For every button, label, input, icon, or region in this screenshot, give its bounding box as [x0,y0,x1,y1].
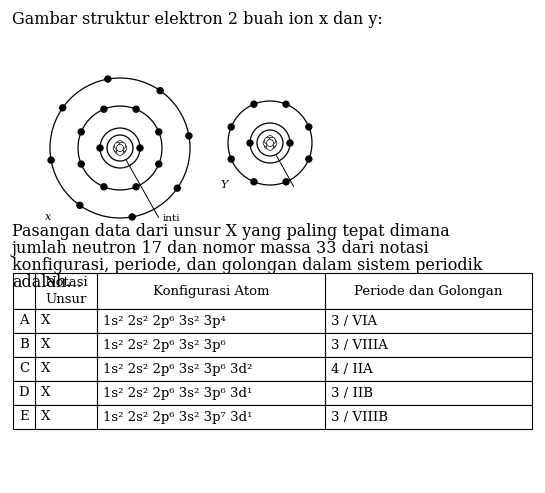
Text: 1s² 2s² 2p⁶ 3s² 3p⁴: 1s² 2s² 2p⁶ 3s² 3p⁴ [103,315,226,327]
Circle shape [105,76,111,82]
Circle shape [257,130,283,156]
Text: B: B [19,339,29,352]
Circle shape [264,141,271,149]
Text: E: E [19,411,29,423]
Text: Notasi
Unsur: Notasi Unsur [44,276,88,306]
Text: 1s² 2s² 2p⁶ 3s² 3p⁶ 3d²: 1s² 2s² 2p⁶ 3s² 3p⁶ 3d² [103,362,252,376]
Circle shape [78,161,84,167]
Text: X: X [41,339,50,352]
Circle shape [113,144,120,151]
Bar [13,357,532,381]
Text: 1s² 2s² 2p⁶ 3s² 3p⁶ 3d¹: 1s² 2s² 2p⁶ 3s² 3p⁶ 3d¹ [103,387,252,399]
Circle shape [264,137,271,144]
Circle shape [117,148,124,155]
Circle shape [137,145,143,151]
Text: Pasangan data dari unsur X yang paling tepat dimana: Pasangan data dari unsur X yang paling t… [12,223,450,240]
Text: Konfigurasi Atom: Konfigurasi Atom [153,284,269,297]
Circle shape [117,141,124,147]
Bar [13,309,532,333]
Circle shape [114,142,122,149]
Text: 3 / VIIIB: 3 / VIIIB [331,411,388,423]
Circle shape [269,141,276,149]
Circle shape [48,157,54,163]
Text: Y: Y [220,180,227,190]
Circle shape [77,202,83,209]
Text: D: D [19,387,29,399]
Circle shape [119,147,126,154]
Text: konfigurasi, periode, dan golongan dalam sistem periodik: konfigurasi, periode, dan golongan dalam… [12,257,482,274]
Circle shape [156,161,162,167]
Text: X: X [41,362,50,376]
Circle shape [133,106,139,112]
Circle shape [114,147,122,154]
Circle shape [267,137,274,144]
Circle shape [119,142,126,149]
Circle shape [267,140,274,146]
Text: 3 / VIIIA: 3 / VIIIA [331,339,388,352]
Circle shape [117,144,124,151]
Text: X: X [41,411,50,423]
Circle shape [78,129,84,135]
Circle shape [270,140,277,146]
Circle shape [156,129,162,135]
Circle shape [306,124,312,130]
Circle shape [120,144,127,151]
Circle shape [247,140,253,146]
Text: X: X [41,387,50,399]
Circle shape [306,156,312,162]
Text: X: X [41,315,50,327]
Circle shape [129,214,135,220]
Circle shape [283,179,289,185]
Circle shape [101,106,107,112]
Circle shape [133,184,139,190]
Text: jumlah neutron 17 dan nomor massa 33 dari notasi: jumlah neutron 17 dan nomor massa 33 dar… [12,240,430,257]
Circle shape [267,143,274,150]
Circle shape [117,142,124,149]
Circle shape [101,184,107,190]
Circle shape [251,101,257,107]
Text: Periode dan Golongan: Periode dan Golongan [354,284,502,297]
Text: 3 / IIB: 3 / IIB [331,387,373,399]
Circle shape [269,137,276,144]
Circle shape [228,124,234,130]
Text: 1s² 2s² 2p⁶ 3s² 3p⁶: 1s² 2s² 2p⁶ 3s² 3p⁶ [103,339,226,352]
Circle shape [228,156,234,162]
Circle shape [174,185,180,191]
Circle shape [186,133,192,139]
Bar [13,273,532,309]
Text: A: A [19,315,29,327]
Circle shape [263,140,270,146]
Text: adalah…: adalah… [12,274,82,291]
Circle shape [283,101,289,107]
Text: x: x [45,212,51,222]
Circle shape [97,145,103,151]
Text: inti: inti [163,214,180,223]
Text: Gambar struktur elektron 2 buah ion x dan y:: Gambar struktur elektron 2 buah ion x da… [12,11,383,28]
Text: C: C [19,362,29,376]
Circle shape [157,88,163,94]
Circle shape [251,179,257,185]
Circle shape [59,105,65,111]
Text: 4 / IIA: 4 / IIA [331,362,373,376]
Text: 3 / VIA: 3 / VIA [331,315,377,327]
Bar [13,381,532,405]
Bar [13,333,532,357]
Circle shape [287,140,293,146]
Circle shape [107,135,133,161]
Text: 1s² 2s² 2p⁶ 3s² 3p⁷ 3d¹: 1s² 2s² 2p⁶ 3s² 3p⁷ 3d¹ [103,411,252,423]
Bar [13,405,532,429]
Circle shape [267,136,274,142]
